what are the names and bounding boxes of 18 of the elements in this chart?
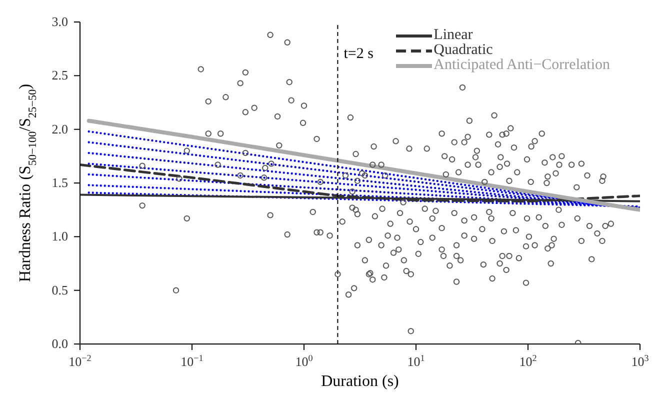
x-tick-label: 10$^{1}$ xyxy=(407,353,425,369)
y-tick-label: 2.5 xyxy=(52,68,68,83)
x-tick-label: 10$^{2}$ xyxy=(519,353,538,369)
legend-label: Quadratic xyxy=(434,42,493,58)
x-axis-title: Duration (s) xyxy=(321,373,399,390)
x-tick-label: 10$^{−2}$ xyxy=(68,353,92,369)
legend-label: Anticipated Anti−Correlation xyxy=(434,57,610,73)
y-tick-label: 0.0 xyxy=(52,336,68,351)
x-tick-label: 10$^{0}$ xyxy=(295,353,314,369)
y-tick-label: 3.0 xyxy=(52,14,68,29)
x-tick-label: 10$^{3}$ xyxy=(631,353,650,369)
legend-label: Linear xyxy=(434,27,473,43)
y-tick-label: 1.5 xyxy=(52,175,68,190)
y-tick-label: 2.0 xyxy=(52,121,68,136)
y-tick-label: 1.0 xyxy=(52,228,68,244)
ref-line-label: t=2 s xyxy=(344,46,374,62)
y-tick-label: 0.5 xyxy=(52,282,68,298)
x-tick-label: 10$^{−1}$ xyxy=(180,353,204,369)
